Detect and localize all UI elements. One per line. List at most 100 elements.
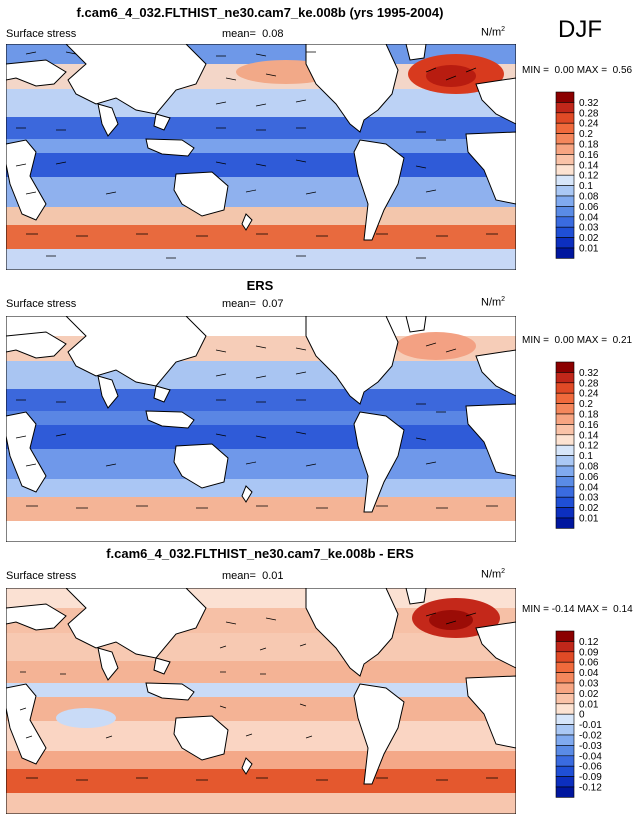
colorbar-tick-label: 0.02 (579, 503, 599, 514)
colorbar-tick-label: 0.28 (579, 108, 599, 119)
colorbar-swatch (555, 112, 575, 124)
colorbar-swatch (555, 133, 575, 145)
panel-1-continents (6, 44, 516, 241)
panel-3-title: f.cam6_4_032.FLTHIST_ne30.cam7_ke.008b -… (106, 546, 414, 561)
colorbar-tick-label: -0.01 (579, 720, 602, 731)
colorbar-swatch (555, 185, 575, 197)
colorbar-tick-label: 0.04 (579, 668, 599, 679)
colorbar-swatch (555, 693, 575, 705)
colorbar-tick-label: 0.2 (579, 129, 593, 140)
colorbar-tick-label: 0.14 (579, 430, 599, 441)
colorbar-tick-label: 0.1 (579, 451, 593, 462)
colorbar-tick-label: -0.02 (579, 731, 602, 742)
panel-3-wind-vectors (19, 612, 498, 781)
panel-1-mean: mean= 0.08 (222, 28, 284, 40)
colorbar-swatch (555, 444, 575, 456)
colorbar-swatch (555, 195, 575, 207)
colorbar-swatch (555, 143, 575, 155)
season-label: DJF (558, 16, 602, 43)
colorbar-swatch (555, 496, 575, 508)
colorbar-swatch (555, 455, 575, 467)
colorbar-swatch (555, 434, 575, 446)
panel-2-colorbar-swatches (555, 361, 575, 529)
colorbar-swatch (555, 465, 575, 477)
panel-2-units: N/m2 (481, 296, 506, 309)
colorbar-swatch (555, 724, 575, 736)
colorbar-tick-label: 0.14 (579, 160, 599, 171)
colorbar-tick-label: 0.01 (579, 699, 599, 710)
colorbar-tick-label: 0.01 (579, 514, 599, 525)
colorbar-swatch (555, 672, 575, 684)
colorbar-swatch (555, 361, 575, 373)
colorbar-swatch (555, 713, 575, 725)
colorbar-tick-label: 0.32 (579, 98, 599, 109)
colorbar-swatch (555, 661, 575, 673)
colorbar-swatch (555, 507, 575, 519)
colorbar-swatch (555, 413, 575, 425)
colorbar-tick-label: -0.03 (579, 741, 602, 752)
colorbar-tick-label: -0.04 (579, 751, 602, 762)
colorbar-swatch (555, 164, 575, 176)
colorbar-tick-label: 0.2 (579, 399, 593, 410)
colorbar-tick-label: 0.06 (579, 202, 599, 213)
colorbar-swatch (555, 630, 575, 642)
colorbar-swatch (555, 216, 575, 228)
colorbar-swatch (555, 651, 575, 663)
colorbar-swatch (555, 703, 575, 715)
panel-2-map (6, 316, 516, 542)
colorbar-tick-label: 0.12 (579, 441, 599, 452)
colorbar-swatch (555, 765, 575, 777)
colorbar-tick-label: 0.01 (579, 244, 599, 255)
colorbar-swatch (555, 102, 575, 114)
colorbar-tick-label: 0.1 (579, 181, 593, 192)
panel-2-minmax: MIN = 0.00 MAX = 0.21 (522, 335, 633, 346)
panel-1-colorbar-swatches (555, 91, 575, 259)
colorbar-tick-label: 0.32 (579, 368, 599, 379)
panel-2-colorbar-labels: 0.320.280.240.20.180.160.140.120.10.080.… (579, 368, 599, 525)
colorbar-tick-label: 0.16 (579, 420, 599, 431)
panel-3-colorbar-labels: 0.120.090.060.040.030.020.010-0.01-0.02-… (579, 637, 602, 794)
panel-1-title: f.cam6_4_032.FLTHIST_ne30.cam7_ke.008b (… (76, 5, 444, 20)
colorbar-swatch (555, 486, 575, 498)
colorbar-swatch (555, 476, 575, 488)
panel-1-colorbar-labels: 0.320.280.240.20.180.160.140.120.10.080.… (579, 98, 599, 255)
colorbar-swatch (555, 154, 575, 166)
colorbar-swatch (555, 122, 575, 134)
colorbar-swatch (555, 682, 575, 694)
colorbar-tick-label: 0.12 (579, 637, 599, 648)
colorbar-swatch (555, 226, 575, 238)
colorbar-swatch (555, 174, 575, 186)
colorbar-tick-label: 0.02 (579, 689, 599, 700)
colorbar-swatch (555, 206, 575, 218)
colorbar-swatch (555, 372, 575, 384)
colorbar-swatch (555, 776, 575, 788)
panel-3-variable: Surface stress (6, 570, 77, 582)
colorbar-tick-label: 0.06 (579, 658, 599, 669)
panel-3-minmax: MIN = -0.14 MAX = 0.14 (522, 604, 633, 615)
colorbar-tick-label: 0.16 (579, 150, 599, 161)
colorbar-swatch (555, 424, 575, 436)
panel-3-map (6, 588, 516, 814)
panel-2-title: ERS (246, 278, 274, 293)
colorbar-swatch (555, 91, 575, 103)
colorbar-tick-label: 0.12 (579, 171, 599, 182)
panel-1-units: N/m2 (481, 26, 506, 39)
colorbar-tick-label: 0.03 (579, 679, 599, 690)
colorbar-swatch (555, 382, 575, 394)
colorbar-tick-label: 0.18 (579, 140, 599, 151)
colorbar-swatch (555, 392, 575, 404)
colorbar-tick-label: -0.09 (579, 772, 602, 783)
colorbar-swatch (555, 745, 575, 757)
colorbar-tick-label: 0.03 (579, 493, 599, 504)
colorbar-tick-label: 0.03 (579, 223, 599, 234)
colorbar-tick-label: 0.08 (579, 462, 599, 473)
panel-2-wind-vectors (15, 342, 498, 509)
panel-2-variable: Surface stress (6, 298, 77, 310)
colorbar-swatch (555, 786, 575, 798)
colorbar-tick-label: 0.18 (579, 410, 599, 421)
colorbar-tick-label: 0.04 (579, 482, 599, 493)
colorbar-tick-label: 0.24 (579, 389, 599, 400)
colorbar-swatch (555, 237, 575, 249)
colorbar-tick-label: -0.12 (579, 783, 602, 794)
colorbar-tick-label: 0.04 (579, 212, 599, 223)
